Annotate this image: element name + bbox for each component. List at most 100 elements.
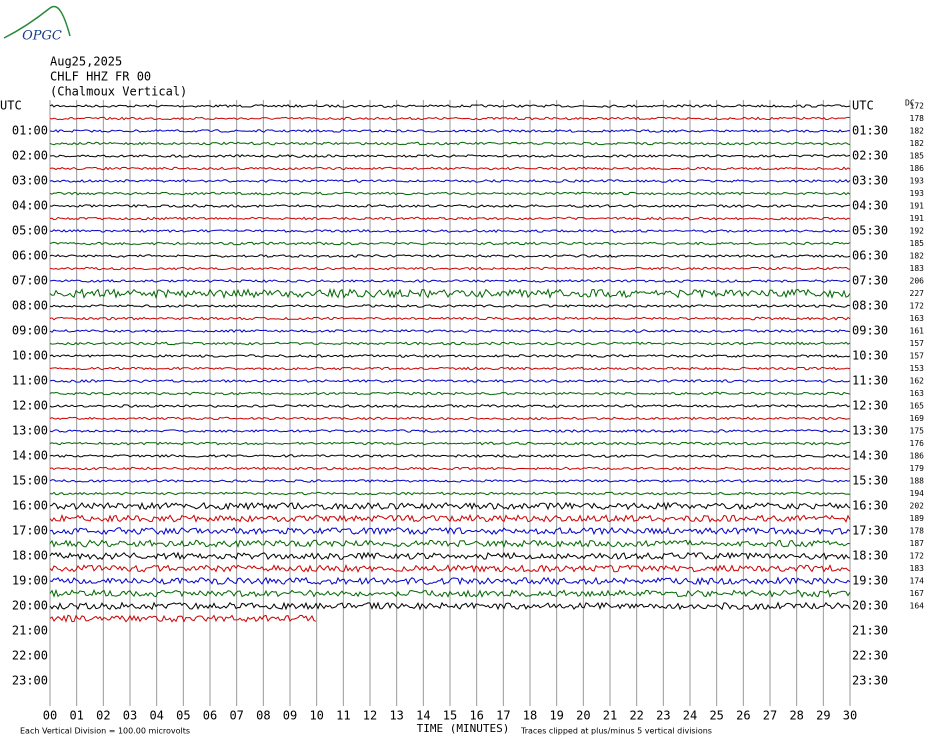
description: (Chalmoux Vertical) bbox=[50, 85, 187, 99]
left-label: 18:00 bbox=[12, 549, 48, 563]
x-tick-label: 28 bbox=[789, 709, 803, 723]
dc-value: 176 bbox=[910, 439, 925, 448]
trace bbox=[49, 254, 851, 258]
x-tick-label: 06 bbox=[203, 709, 217, 723]
scale-note: Each Vertical Division = 100.00 microvol… bbox=[20, 727, 190, 736]
x-tick-label: 26 bbox=[736, 709, 750, 723]
trace bbox=[49, 416, 851, 421]
right-label: 11:30 bbox=[852, 374, 888, 388]
dc-value: 193 bbox=[910, 177, 925, 186]
trace bbox=[49, 341, 851, 346]
right-label: 16:30 bbox=[852, 499, 888, 513]
trace bbox=[49, 104, 851, 108]
right-label: 02:30 bbox=[852, 149, 888, 163]
dc-value: 174 bbox=[910, 577, 925, 586]
dc-value: 178 bbox=[910, 114, 925, 123]
trace bbox=[49, 166, 851, 171]
x-tick-label: 21 bbox=[603, 709, 617, 723]
right-label: 13:30 bbox=[852, 424, 888, 438]
x-tick-label: 27 bbox=[763, 709, 777, 723]
left-label: 05:00 bbox=[12, 224, 48, 238]
dc-value: 172 bbox=[910, 552, 925, 561]
dc-value: 161 bbox=[910, 327, 925, 336]
trace bbox=[49, 576, 851, 586]
left-label: 22:00 bbox=[12, 649, 48, 663]
left-label: 17:00 bbox=[12, 524, 48, 538]
trace bbox=[49, 614, 317, 623]
left-label: 04:00 bbox=[12, 199, 48, 213]
trace bbox=[49, 191, 851, 196]
x-tick-label: 09 bbox=[283, 709, 297, 723]
trace bbox=[49, 429, 851, 433]
trace bbox=[49, 129, 851, 133]
left-label: 02:00 bbox=[12, 149, 48, 163]
dc-value: 163 bbox=[910, 314, 925, 323]
dc-value: 192 bbox=[910, 227, 925, 236]
dc-value: 194 bbox=[910, 489, 925, 498]
right-label: 01:30 bbox=[852, 124, 888, 138]
x-tick-label: 04 bbox=[149, 709, 163, 723]
trace bbox=[49, 513, 851, 523]
x-tick-label: 17 bbox=[496, 709, 510, 723]
dc-value: 188 bbox=[910, 477, 925, 486]
dc-value: 206 bbox=[910, 277, 925, 286]
dc-value: 172 bbox=[910, 102, 925, 111]
x-tick-label: 05 bbox=[176, 709, 190, 723]
right-label: 04:30 bbox=[852, 199, 888, 213]
x-tick-label: 00 bbox=[43, 709, 57, 723]
trace bbox=[49, 441, 851, 446]
dc-value: 179 bbox=[910, 464, 925, 473]
left-label: 01:00 bbox=[12, 124, 48, 138]
x-tick-label: 23 bbox=[656, 709, 670, 723]
dc-value: 164 bbox=[910, 602, 925, 611]
x-tick-label: 25 bbox=[709, 709, 723, 723]
trace bbox=[49, 316, 851, 321]
trace bbox=[49, 241, 851, 246]
dc-value: 185 bbox=[910, 239, 925, 248]
trace bbox=[49, 366, 851, 371]
left-label: 23:00 bbox=[12, 674, 48, 688]
right-label: 19:30 bbox=[852, 574, 888, 588]
right-label: 23:30 bbox=[852, 674, 888, 688]
x-tick-label: 07 bbox=[229, 709, 243, 723]
left-label: 06:00 bbox=[12, 249, 48, 263]
clip-note: Traces clipped at plus/minus 5 vertical … bbox=[520, 727, 712, 736]
right-label: 21:30 bbox=[852, 624, 888, 638]
dc-value: 187 bbox=[910, 539, 925, 548]
trace bbox=[49, 601, 851, 611]
dc-value: 202 bbox=[910, 502, 925, 511]
left-label: 12:00 bbox=[12, 399, 48, 413]
dc-value: 183 bbox=[910, 564, 925, 573]
right-label: 05:30 bbox=[852, 224, 888, 238]
trace bbox=[49, 287, 851, 300]
left-label: 11:00 bbox=[12, 374, 48, 388]
trace bbox=[49, 379, 851, 383]
right-label: 10:30 bbox=[852, 349, 888, 363]
dc-value: 189 bbox=[910, 514, 925, 523]
dc-value: 157 bbox=[910, 352, 925, 361]
trace bbox=[49, 526, 851, 536]
trace bbox=[49, 329, 851, 333]
x-tick-label: 18 bbox=[523, 709, 537, 723]
right-label: 22:30 bbox=[852, 649, 888, 663]
dc-value: 167 bbox=[910, 589, 925, 598]
dc-value: 183 bbox=[910, 264, 925, 273]
left-label: 08:00 bbox=[12, 299, 48, 313]
x-tick-label: 15 bbox=[443, 709, 457, 723]
right-label: 18:30 bbox=[852, 549, 888, 563]
trace bbox=[49, 539, 851, 548]
logo-mark bbox=[3, 5, 71, 39]
right-label: 20:30 bbox=[852, 599, 888, 613]
trace bbox=[49, 466, 851, 471]
dc-value: 157 bbox=[910, 339, 925, 348]
x-tick-label: 29 bbox=[816, 709, 830, 723]
dc-label: DC bbox=[905, 99, 915, 108]
trace bbox=[49, 154, 851, 158]
trace bbox=[49, 204, 851, 208]
dc-value: 193 bbox=[910, 189, 925, 198]
dc-value: 169 bbox=[910, 414, 925, 423]
left-label: 21:00 bbox=[12, 624, 48, 638]
trace bbox=[49, 279, 851, 283]
dc-value: 182 bbox=[910, 127, 925, 136]
